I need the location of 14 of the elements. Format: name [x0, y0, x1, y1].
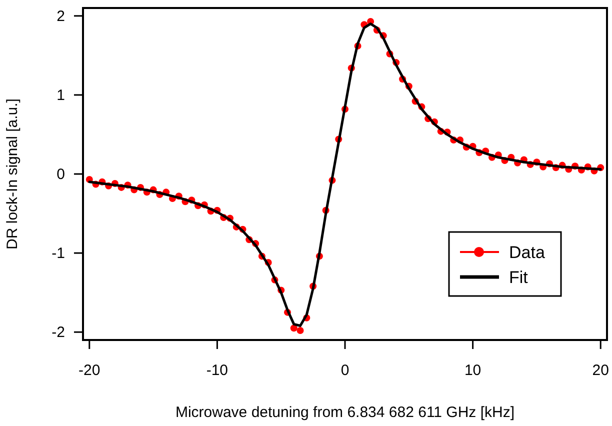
legend-label: Fit: [509, 268, 528, 287]
legend-label: Data: [509, 243, 546, 262]
x-axis-title: Microwave detuning from 6.834 682 611 GHz [kHz]: [175, 404, 515, 421]
x-tick-label: 10: [464, 362, 482, 379]
y-tick-label: 1: [56, 86, 65, 104]
x-tick-label: 20: [592, 362, 609, 379]
y-tick-label: 2: [56, 8, 65, 25]
x-tick-label: -20: [78, 362, 100, 379]
x-tick-label: -10: [206, 362, 228, 379]
y-tick-label: 0: [56, 166, 65, 183]
y-tick-label: -1: [52, 245, 65, 262]
y-tick-label: -2: [52, 324, 65, 342]
x-tick-label: 0: [340, 362, 350, 379]
y-axis-title: DR lock-In signal [a.u.]: [4, 98, 21, 250]
